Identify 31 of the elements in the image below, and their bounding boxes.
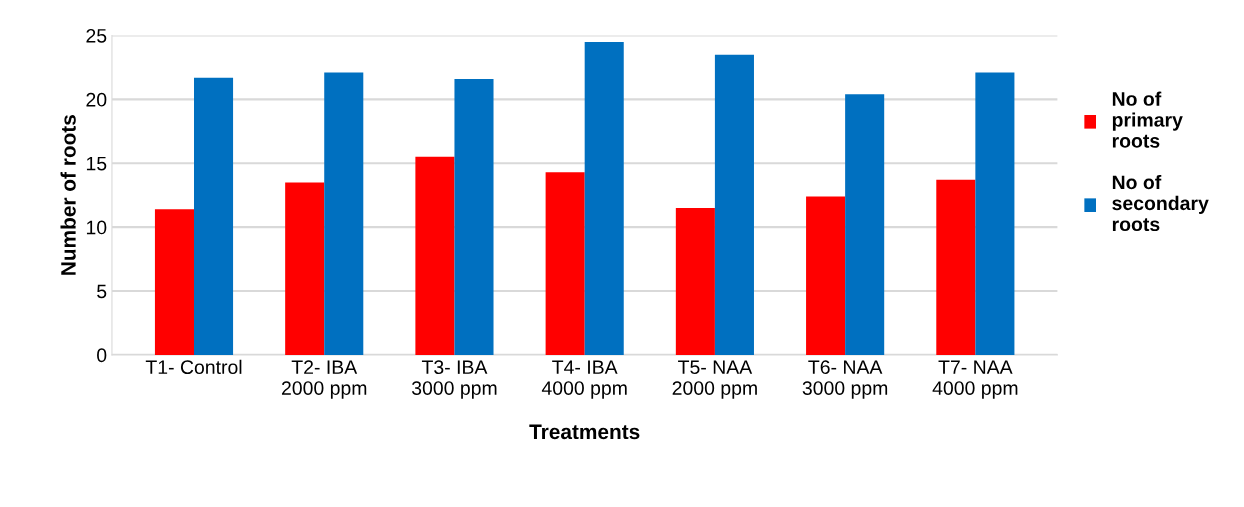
x-tick-label: T2- IBA 2000 ppm [281,360,367,399]
y-tick-label: 15 [86,156,107,171]
y-tick-label: 25 [86,28,107,43]
x-tick-label: T7- NAA 4000 ppm [932,360,1018,399]
bar [194,77,234,355]
x-tick-label: T1- Control [145,359,242,375]
y-tick-label: 0 [97,348,107,363]
bar [154,209,194,355]
legend-label: No of secondary roots [1112,174,1209,232]
x-tick-label: T6- NAA 3000 ppm [802,360,888,399]
bar [936,179,976,355]
bar [584,41,624,355]
bar [285,182,325,355]
bar [806,196,846,355]
x-tick-label: T5- NAA 2000 ppm [672,360,757,399]
bar [545,172,585,355]
x-axis-title: Treatments [529,424,640,440]
legend-label: No of primary roots [1112,91,1183,148]
bar [714,54,754,355]
bar [415,156,455,355]
bar [975,72,1015,355]
y-tick-label: 5 [97,284,107,299]
bar [324,72,364,355]
y-tick-label: 10 [86,220,107,235]
bar [845,94,885,355]
y-axis-title: Number of roots [60,115,76,275]
x-tick-label: T4- IBA 4000 ppm [541,360,627,399]
bar [454,78,494,355]
y-tick-label: 20 [86,92,107,107]
bar [675,207,715,355]
x-tick-label: T3- IBA 3000 ppm [411,360,497,399]
